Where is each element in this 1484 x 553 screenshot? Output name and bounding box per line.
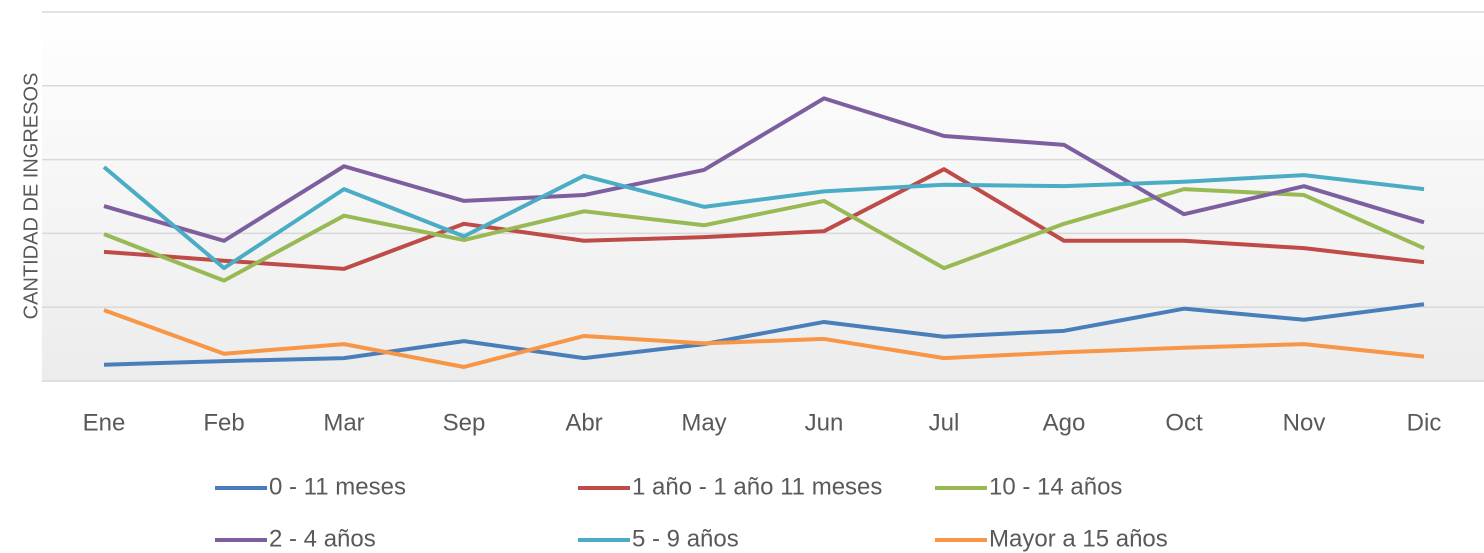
- legend-label: Mayor a 15 años: [989, 525, 1168, 552]
- series-line: [103, 167, 1425, 271]
- x-tick-label: Mar: [323, 409, 364, 436]
- legend-label: 1 año - 1 año 11 meses: [632, 473, 882, 500]
- x-tick-label: Jun: [805, 409, 844, 436]
- legend-label: 10 - 14 años: [989, 473, 1122, 500]
- x-tick-label: Oct: [1165, 409, 1203, 436]
- legend-label: 0 - 11 meses: [269, 473, 406, 500]
- x-tick-label: Ago: [1043, 409, 1086, 436]
- legend-label: 5 - 9 años: [632, 525, 739, 552]
- series-line: [103, 302, 1425, 367]
- plot-area: [42, 12, 1484, 381]
- x-tick-label: Abr: [565, 409, 602, 436]
- x-tick-label: Nov: [1283, 409, 1326, 436]
- legend-label: 2 - 4 años: [269, 525, 376, 552]
- series-line: [103, 308, 1425, 369]
- x-tick-label: Ene: [83, 409, 126, 436]
- y-axis-label: CANTIDAD DE INGRESOS: [20, 73, 42, 320]
- x-tick-label: Dic: [1407, 409, 1442, 436]
- series-line: [102, 165, 1425, 271]
- series-line: [103, 187, 1425, 283]
- x-tick-label: Feb: [203, 409, 244, 436]
- x-tick-label: May: [681, 409, 726, 436]
- series-line: [103, 96, 1425, 243]
- x-tick-label: Jul: [929, 409, 960, 436]
- x-tick-label: Sep: [443, 409, 486, 436]
